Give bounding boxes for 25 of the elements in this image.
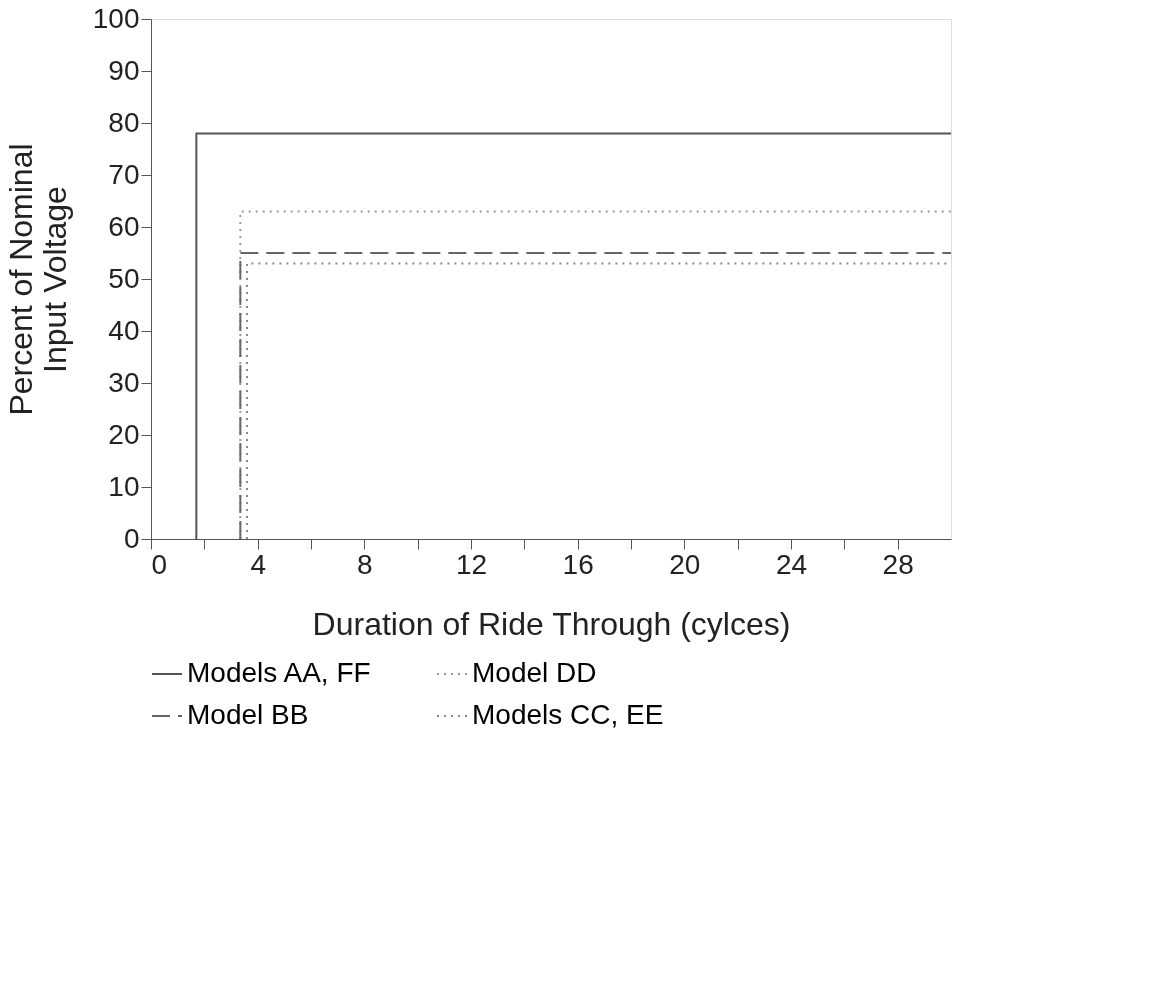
legend-label: Models AA, FF <box>187 657 371 688</box>
y-tick-label: 20 <box>108 418 140 450</box>
y-tick-label: 100 <box>92 2 140 34</box>
legend-label: Model DD <box>472 657 597 688</box>
x-tick-label: 24 <box>775 548 808 580</box>
y-tick-label: 0 <box>123 522 140 554</box>
y-axis-title: Percent of Nominal Input Voltage <box>2 143 73 416</box>
x-axis-title: Duration of Ride Through (cylces) <box>312 605 791 642</box>
x-tick-label: 0 <box>151 548 168 580</box>
legend-label: Models CC, EE <box>472 699 664 730</box>
y-tick-label: 10 <box>108 470 140 502</box>
y-tick-label: 70 <box>108 158 140 190</box>
y-tick-label: 80 <box>108 106 140 138</box>
legend-label: Model BB <box>187 699 309 730</box>
x-tick-label: 20 <box>669 548 701 580</box>
x-tick-label: 4 <box>250 548 266 580</box>
x-tick-label: 28 <box>882 548 914 580</box>
y-tick-label: 30 <box>108 366 140 398</box>
x-tick-label: 12 <box>455 548 488 580</box>
x-tick-label: 16 <box>562 548 594 580</box>
x-tick-label: 8 <box>357 548 373 580</box>
y-tick-label: 90 <box>108 54 140 86</box>
y-tick-label: 50 <box>108 262 140 294</box>
y-tick-label: 60 <box>108 210 140 242</box>
y-tick-label: 40 <box>108 314 140 346</box>
